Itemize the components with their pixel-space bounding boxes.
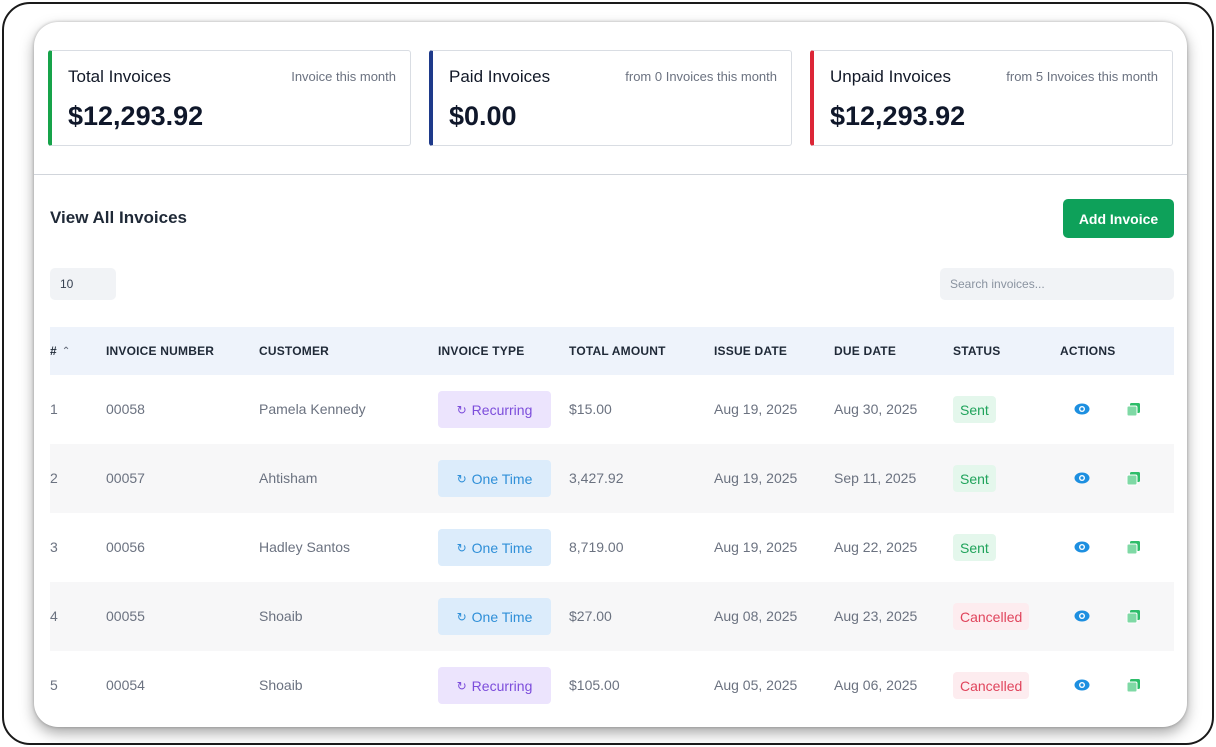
eye-icon[interactable]: [1074, 540, 1090, 554]
search-input[interactable]: [940, 268, 1174, 300]
total-amount: $15.00: [569, 401, 612, 417]
invoice-type-label: One Time: [471, 608, 533, 625]
table-row: 1 00058 Pamela Kennedy ↻ Recurring $15.00 Aug …: [50, 375, 1174, 444]
invoice-type-label: Recurring: [471, 677, 533, 694]
issue-date: Aug 19, 2025: [714, 470, 798, 486]
due-date: Aug 23, 2025: [834, 608, 918, 624]
page-size-select[interactable]: 10: [50, 268, 116, 300]
header-due-date[interactable]: DUE DATE: [834, 344, 897, 358]
stat-subtitle: from 5 Invoices this month: [1006, 69, 1158, 84]
header-invoice-number[interactable]: INVOICE NUMBER: [106, 344, 215, 358]
invoices-table: # ⌃ INVOICE NUMBER CUSTOMER INVOICE TYPE …: [50, 327, 1174, 720]
header-index[interactable]: # ⌃: [50, 344, 70, 358]
row-index: 1: [50, 401, 58, 417]
issue-date: Aug 05, 2025: [714, 677, 798, 693]
eye-icon[interactable]: [1074, 471, 1090, 485]
customer-name: Shoaib: [259, 608, 303, 624]
refresh-icon: ↻: [456, 471, 467, 486]
invoice-type-label: One Time: [471, 539, 533, 556]
header-issue-date[interactable]: ISSUE DATE: [714, 344, 788, 358]
stats-row: Total Invoices Invoice this month $12,29…: [48, 50, 1174, 146]
invoice-type-badge: ↻ Recurring: [438, 391, 551, 428]
stat-title: Unpaid Invoices: [830, 67, 951, 86]
invoice-number: 00055: [106, 608, 145, 624]
customer-name: Hadley Santos: [259, 539, 351, 555]
customer-name: Pamela Kennedy: [259, 401, 366, 417]
refresh-icon: ↻: [456, 540, 467, 555]
total-amount: 8,719.00: [569, 539, 624, 555]
invoice-number: 00057: [106, 470, 145, 486]
table-body: 1 00058 Pamela Kennedy ↻ Recurring $15.00 Aug …: [50, 375, 1174, 720]
copy-icon[interactable]: [1126, 471, 1141, 486]
copy-icon[interactable]: [1126, 678, 1141, 693]
stat-title: Total Invoices: [68, 67, 171, 86]
status-badge: Sent: [953, 396, 996, 423]
row-index: 3: [50, 539, 58, 555]
stat-value: $12,293.92: [830, 101, 966, 131]
invoice-number: 00058: [106, 401, 145, 417]
invoice-type-badge: ↻ One Time: [438, 529, 551, 566]
refresh-icon: ↻: [456, 678, 467, 693]
header-total-amount[interactable]: TOTAL AMOUNT: [569, 344, 666, 358]
header-customer[interactable]: CUSTOMER: [259, 344, 330, 358]
copy-icon[interactable]: [1126, 402, 1141, 417]
row-index: 5: [50, 677, 58, 693]
stat-title: Paid Invoices: [449, 67, 551, 86]
total-amount: $27.00: [569, 608, 612, 624]
status-badge: Sent: [953, 534, 996, 561]
table-row: 2 00057 Ahtisham ↻ One Time 3,427.92 Aug 19, 2…: [50, 444, 1174, 513]
add-invoice-button[interactable]: Add Invoice: [1063, 199, 1174, 238]
invoice-type-label: Recurring: [471, 401, 533, 418]
copy-icon[interactable]: [1126, 609, 1141, 624]
header-status[interactable]: STATUS: [953, 344, 1001, 358]
invoice-type-badge: ↻ One Time: [438, 598, 551, 635]
eye-icon[interactable]: [1074, 678, 1090, 692]
stat-card-paid: Paid Invoices from 0 Invoices this month…: [429, 50, 792, 146]
section-divider: [34, 174, 1187, 175]
due-date: Aug 30, 2025: [834, 401, 918, 417]
eye-icon[interactable]: [1074, 402, 1090, 416]
table-row: 4 00055 Shoaib ↻ One Time $27.00 Aug 08, 2025 A…: [50, 582, 1174, 651]
invoice-type-badge: ↻ Recurring: [438, 667, 551, 704]
header-actions: ACTIONS: [1060, 344, 1116, 358]
stat-card-total: Total Invoices Invoice this month $12,29…: [48, 50, 411, 146]
table-row: 3 00056 Hadley Santos ↻ One Time 8,719.00 Aug …: [50, 513, 1174, 582]
issue-date: Aug 19, 2025: [714, 401, 798, 417]
chevron-up-icon[interactable]: ⌃: [61, 346, 71, 357]
copy-icon[interactable]: [1126, 540, 1141, 555]
issue-date: Aug 19, 2025: [714, 539, 798, 555]
status-badge: Cancelled: [953, 672, 1030, 699]
table-header: # ⌃ INVOICE NUMBER CUSTOMER INVOICE TYPE …: [50, 327, 1174, 375]
invoice-number: 00054: [106, 677, 145, 693]
section-title: View All Invoices: [50, 208, 188, 227]
customer-name: Shoaib: [259, 677, 303, 693]
table-row: 5 00054 Shoaib ↻ Recurring $105.00 Aug 05, 202…: [50, 651, 1174, 720]
stat-subtitle: Invoice this month: [291, 69, 396, 84]
stat-card-unpaid: Unpaid Invoices from 5 Invoices this mon…: [810, 50, 1173, 146]
issue-date: Aug 08, 2025: [714, 608, 798, 624]
invoice-number: 00056: [106, 539, 145, 555]
refresh-icon: ↻: [456, 402, 467, 417]
customer-name: Ahtisham: [259, 470, 318, 486]
due-date: Aug 22, 2025: [834, 539, 918, 555]
row-index: 4: [50, 608, 58, 624]
row-index: 2: [50, 470, 58, 486]
stat-value: $12,293.92: [68, 101, 204, 131]
stat-value: $0.00: [449, 101, 517, 131]
header-label: #: [50, 344, 57, 358]
header-invoice-type[interactable]: INVOICE TYPE: [438, 344, 525, 358]
due-date: Sep 11, 2025: [834, 470, 917, 486]
status-badge: Cancelled: [953, 603, 1030, 630]
total-amount: 3,427.92: [569, 470, 624, 486]
invoice-type-label: One Time: [471, 470, 533, 487]
refresh-icon: ↻: [456, 609, 467, 624]
invoice-type-badge: ↻ One Time: [438, 460, 551, 497]
due-date: Aug 06, 2025: [834, 677, 918, 693]
invoices-panel: Total Invoices Invoice this month $12,29…: [34, 22, 1187, 727]
eye-icon[interactable]: [1074, 609, 1090, 623]
total-amount: $105.00: [569, 677, 620, 693]
stat-subtitle: from 0 Invoices this month: [625, 69, 777, 84]
status-badge: Sent: [953, 465, 996, 492]
